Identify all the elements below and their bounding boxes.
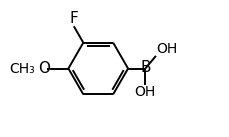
- Text: F: F: [70, 11, 79, 25]
- Text: OH: OH: [156, 42, 177, 56]
- Text: CH₃: CH₃: [9, 62, 35, 75]
- Text: OH: OH: [135, 85, 156, 99]
- Text: O: O: [38, 61, 50, 76]
- Text: B: B: [140, 60, 151, 75]
